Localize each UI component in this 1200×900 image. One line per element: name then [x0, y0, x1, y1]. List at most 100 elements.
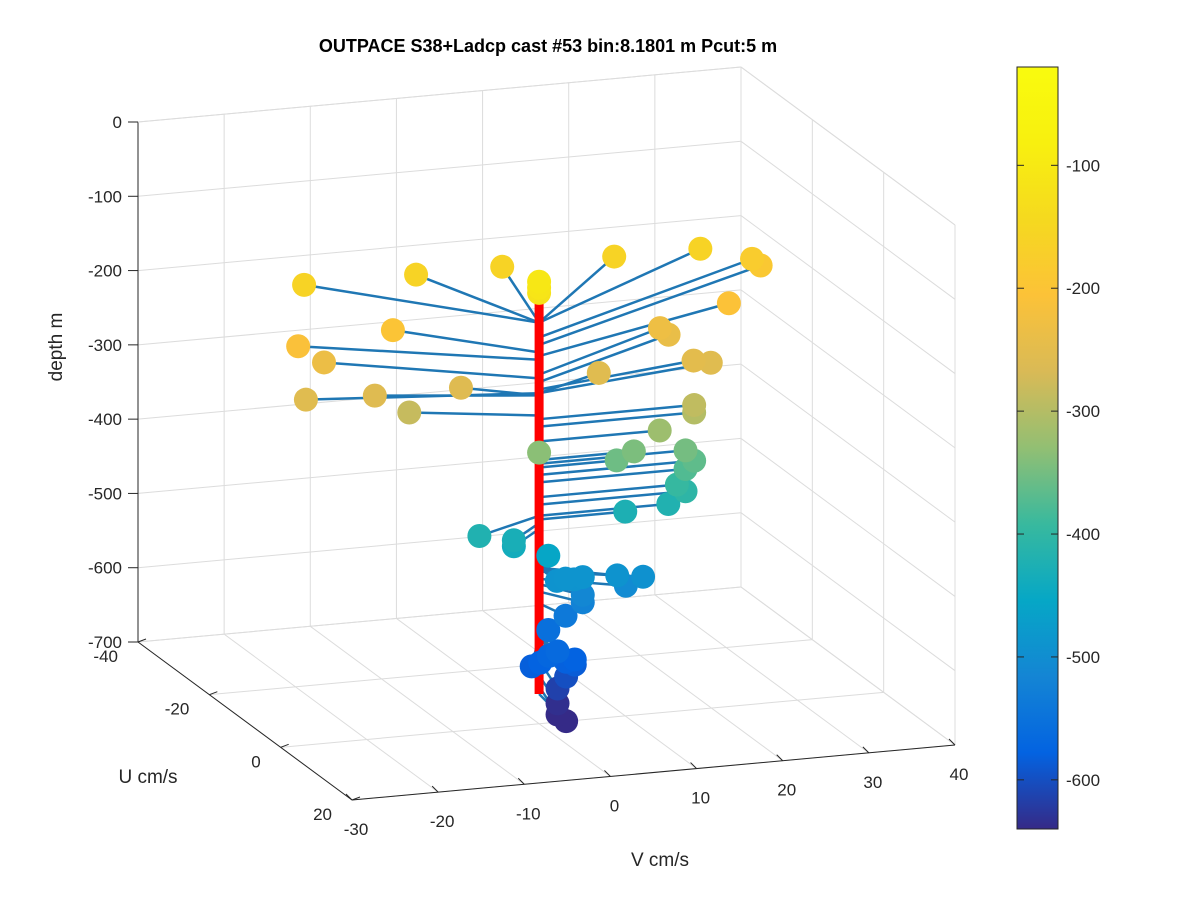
v-tick-label: 30 — [863, 773, 882, 792]
colorbar-tick-label: -100 — [1066, 156, 1100, 175]
v-tick — [690, 762, 697, 769]
grid-line — [137, 363, 742, 420]
grid-line — [740, 289, 956, 449]
u-tick-label: -40 — [93, 647, 118, 666]
z-axis-label: depth m — [46, 313, 67, 382]
data-point — [404, 262, 429, 287]
v-tick-label: -20 — [430, 812, 455, 831]
u-tick-label: 0 — [251, 752, 260, 771]
axes-box — [137, 66, 956, 801]
colorbar-ticks: -100 -200 -300 -400 -500 -600 — [1017, 156, 1100, 790]
velocity-vector — [538, 255, 616, 324]
velocity-vector — [538, 467, 686, 484]
v-axis-line — [351, 744, 956, 801]
u-tick — [209, 691, 218, 696]
v-tick — [517, 777, 525, 785]
v-tick-label: 0 — [610, 796, 619, 815]
data-point — [527, 440, 552, 465]
grid-line — [740, 215, 956, 374]
velocity-vector — [538, 510, 626, 521]
velocity-vector — [538, 459, 617, 469]
velocity-vector — [303, 283, 540, 324]
data-point — [602, 244, 627, 269]
data-point — [286, 334, 311, 359]
data-point — [362, 383, 387, 408]
grid-line — [280, 691, 884, 748]
u-tick-label: 20 — [313, 805, 332, 824]
data-point — [656, 491, 681, 516]
data-point — [647, 418, 672, 443]
data-point — [397, 400, 422, 425]
velocity-vector — [538, 502, 669, 518]
v-tick — [776, 754, 784, 762]
z-tick-label: -400 — [88, 410, 122, 429]
data-point — [673, 438, 698, 463]
velocity-vector — [415, 273, 540, 324]
data-point — [716, 291, 741, 316]
data-point — [553, 603, 578, 628]
v-tick-label: 20 — [777, 781, 796, 800]
u-axis-label: U cm/s — [118, 767, 177, 788]
data-point — [312, 350, 337, 375]
z-tick-label: -600 — [88, 559, 122, 578]
v-tick-label: -30 — [344, 820, 369, 839]
colorbar-gradient — [1016, 66, 1059, 830]
v-tick — [862, 746, 870, 754]
v-tick — [431, 785, 439, 793]
data-point — [613, 499, 638, 524]
velocity-vector — [538, 483, 678, 499]
data-point — [467, 524, 492, 548]
data-point — [536, 543, 561, 568]
data-point — [292, 272, 317, 297]
velocity-vector — [323, 361, 540, 380]
data-point — [448, 375, 473, 400]
grid-line — [223, 633, 439, 793]
colorbar-tick-label: -400 — [1066, 525, 1100, 544]
colorbar-tick-label: -300 — [1066, 402, 1100, 421]
back-edge — [137, 66, 742, 123]
u-tick-label: -20 — [165, 700, 190, 719]
data-point — [688, 236, 713, 261]
v-tick-label: 40 — [950, 765, 969, 784]
data-point — [681, 348, 706, 373]
z-tick-label: -300 — [88, 336, 122, 355]
velocity-vector — [538, 264, 762, 347]
grid-line — [740, 363, 956, 523]
data-point — [553, 566, 578, 591]
velocity-vector — [298, 344, 540, 362]
tick-labels: 0-100-200-300-400-500-600-700-40-20020-3… — [88, 113, 968, 839]
velocity-points — [286, 236, 773, 734]
grid-line — [568, 602, 784, 762]
data-point — [545, 639, 570, 664]
velocity-vector — [538, 359, 694, 391]
velocity-vector — [409, 411, 540, 417]
z-tick-label: -200 — [88, 262, 122, 281]
colorbar-tick-label: -200 — [1066, 279, 1100, 298]
velocity-vector — [538, 429, 660, 443]
u-tick — [351, 796, 361, 801]
v-tick — [345, 793, 353, 801]
grid-line — [740, 140, 956, 300]
z-tick-label: -500 — [88, 484, 122, 503]
v-tick-label: -10 — [516, 804, 541, 823]
grid-line — [740, 586, 956, 746]
data-point — [570, 565, 595, 590]
data-point — [490, 254, 515, 279]
v-tick-label: 10 — [691, 789, 710, 808]
u-tick — [280, 743, 289, 748]
data-point — [527, 269, 552, 294]
velocity-vector — [538, 326, 661, 376]
velocity-vector — [538, 257, 753, 339]
chart-title: OUTPACE S38+Ladcp cast #53 bin:8.1801 m … — [319, 36, 777, 56]
grid-line — [654, 594, 870, 754]
grid-line — [137, 215, 742, 272]
data-point — [501, 528, 526, 553]
grid-line — [137, 512, 742, 569]
data-point — [631, 564, 656, 589]
data-point — [380, 318, 405, 343]
grid-line — [396, 618, 611, 777]
data-point — [586, 360, 611, 385]
velocity-vector — [538, 333, 670, 384]
velocity-vector — [538, 411, 695, 428]
